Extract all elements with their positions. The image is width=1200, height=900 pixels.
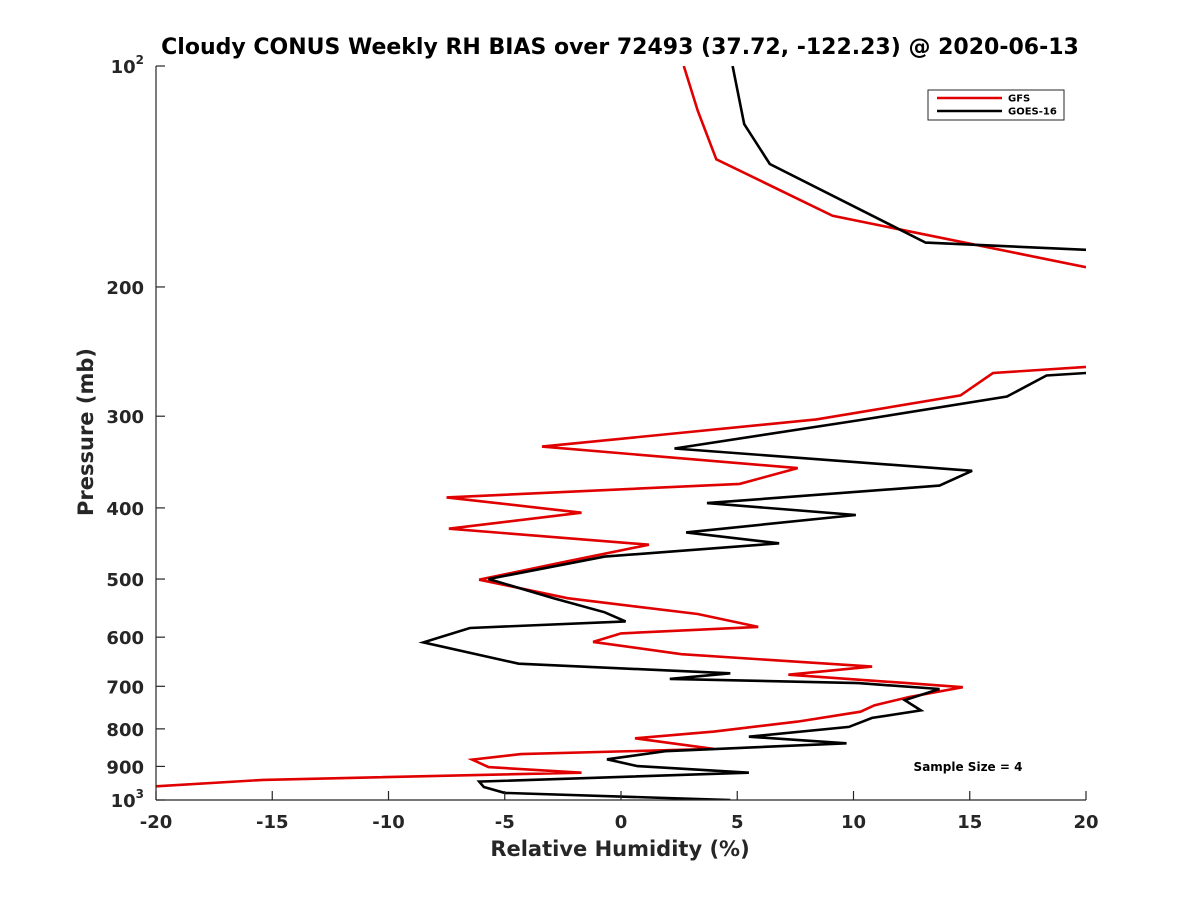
plot-area [156,66,1086,800]
x-tick-label: 15 [957,812,982,833]
y-tick-label: 500 [106,570,144,591]
y-tick-label: 600 [106,628,144,649]
axes: -20 -15 -10 -5 0 5 10 15 20 102 200 300 400 500 600 700… [106,53,1098,833]
y-axis-label: Pressure (mb) [74,348,98,516]
series-line-gfs-seg-1 [682,66,1086,269]
y-tick-label: 900 [106,757,144,778]
legend: GFS GOES-16 [927,89,1065,121]
legend-label: GOES-16 [1008,107,1057,118]
y-tick-label: 103 [111,787,144,812]
x-tick-label: 10 [841,812,866,833]
sample-size-annotation: Sample Size = 4 [914,760,1023,774]
x-axis-label: Relative Humidity (%) [490,837,749,861]
series-line-goes-16-seg-2 [418,371,1086,800]
x-tick-label: -10 [372,812,405,833]
x-tick-label: 0 [615,812,628,833]
x-tick-label: 20 [1073,812,1098,833]
legend-label: GFS [1008,94,1030,105]
series-line-goes-16-seg-1 [731,66,1086,252]
y-tick-label: 400 [106,499,144,520]
x-tick-label: -5 [495,812,515,833]
chart-title: Cloudy CONUS Weekly RH BIAS over 72493 (… [161,35,1079,60]
x-tick-label: -20 [140,812,173,833]
series-lines [156,66,1086,800]
y-tick-label: 800 [106,720,144,741]
y-tick-label: 102 [111,53,144,78]
legend-box [927,89,1065,121]
x-tick-label: 5 [731,812,744,833]
x-tick-label: -15 [256,812,289,833]
y-tick-label: 700 [106,677,144,698]
y-tick-label: 300 [106,407,144,428]
y-tick-label: 200 [106,278,144,299]
